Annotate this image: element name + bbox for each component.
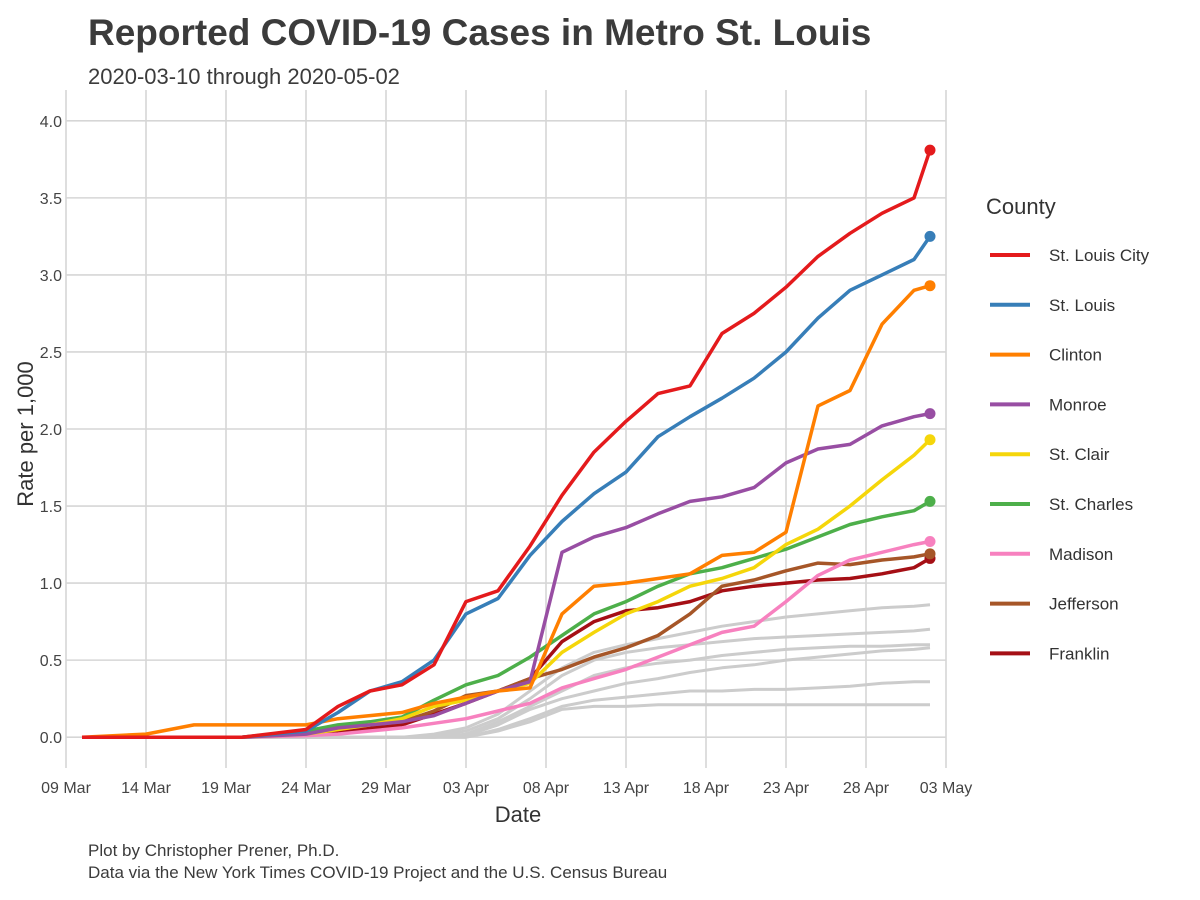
series-line-st-louis-city [82, 149, 932, 739]
endpoint-st-louis [924, 230, 936, 242]
y-tick-label: 1.5 [40, 499, 62, 516]
chart-subtitle: 2020-03-10 through 2020-05-02 [88, 64, 400, 89]
endpoint-st-clair [924, 434, 936, 446]
endpoint-st-louis-city [924, 144, 936, 156]
y-gridlines [66, 120, 946, 738]
y-tick-label: 0.0 [40, 730, 62, 747]
endpoint-jefferson [924, 548, 936, 560]
x-tick-label: 24 Mar [281, 780, 331, 797]
legend-label-franklin: Franklin [1049, 644, 1109, 663]
caption-source: Data via the New York Times COVID-19 Pro… [88, 863, 668, 882]
series-line-clinton [81, 284, 931, 739]
x-tick-label: 03 May [920, 780, 972, 797]
series-line-madison [82, 539, 931, 739]
x-tick-label: 08 Apr [523, 780, 570, 797]
endpoint-st-charles [924, 495, 936, 507]
x-axis-ticks: 09 Mar 14 Mar 19 Mar 24 Mar 29 Mar 03 Apr 08 A… [41, 780, 972, 797]
y-tick-label: 2.0 [40, 422, 62, 439]
x-axis-title: Date [495, 802, 541, 827]
legend-label-st-louis-city: St. Louis City [1049, 246, 1150, 265]
y-tick-label: 3.5 [40, 191, 62, 208]
legend-label-st-clair: St. Clair [1049, 445, 1110, 464]
chart-title: Reported COVID-19 Cases in Metro St. Lou… [88, 12, 872, 53]
caption-author: Plot by Christopher Prener, Ph.D. [88, 841, 340, 860]
highlighted-series [81, 149, 932, 739]
y-axis-title: Rate per 1,000 [13, 361, 38, 507]
y-axis-ticks: 0.0 0.5 1.0 1.5 2.0 2.5 3.0 3.5 4.0 [40, 114, 62, 747]
endpoint-monroe [924, 408, 936, 420]
x-tick-label: 18 Apr [683, 780, 730, 797]
y-tick-label: 0.5 [40, 653, 62, 670]
x-tick-label: 23 Apr [763, 780, 810, 797]
x-tick-label: 03 Apr [443, 780, 490, 797]
legend-label-clinton: Clinton [1049, 346, 1102, 365]
endpoint-markers [924, 144, 936, 564]
endpoint-clinton [924, 280, 936, 292]
series-line-st-louis [82, 235, 932, 739]
legend-label-madison: Madison [1049, 545, 1113, 564]
x-tick-label: 29 Mar [361, 780, 411, 797]
y-tick-label: 1.0 [40, 576, 62, 593]
legend-label-jefferson: Jefferson [1049, 595, 1119, 614]
series-line-monroe [82, 411, 931, 739]
x-tick-label: 19 Mar [201, 780, 251, 797]
y-tick-label: 3.0 [40, 268, 62, 285]
x-tick-label: 13 Apr [603, 780, 650, 797]
legend-title: County [986, 194, 1056, 219]
legend-label-st-charles: St. Charles [1049, 495, 1133, 514]
y-tick-label: 2.5 [40, 345, 62, 362]
legend: County St. Louis City St. Louis Clinton Mon… [986, 194, 1150, 663]
y-tick-label: 4.0 [40, 114, 62, 131]
x-tick-label: 14 Mar [121, 780, 171, 797]
legend-label-monroe: Monroe [1049, 395, 1107, 414]
x-tick-label: 28 Apr [843, 780, 890, 797]
endpoint-madison [924, 535, 936, 547]
legend-label-st-louis: St. Louis [1049, 296, 1115, 315]
x-tick-label: 09 Mar [41, 780, 91, 797]
